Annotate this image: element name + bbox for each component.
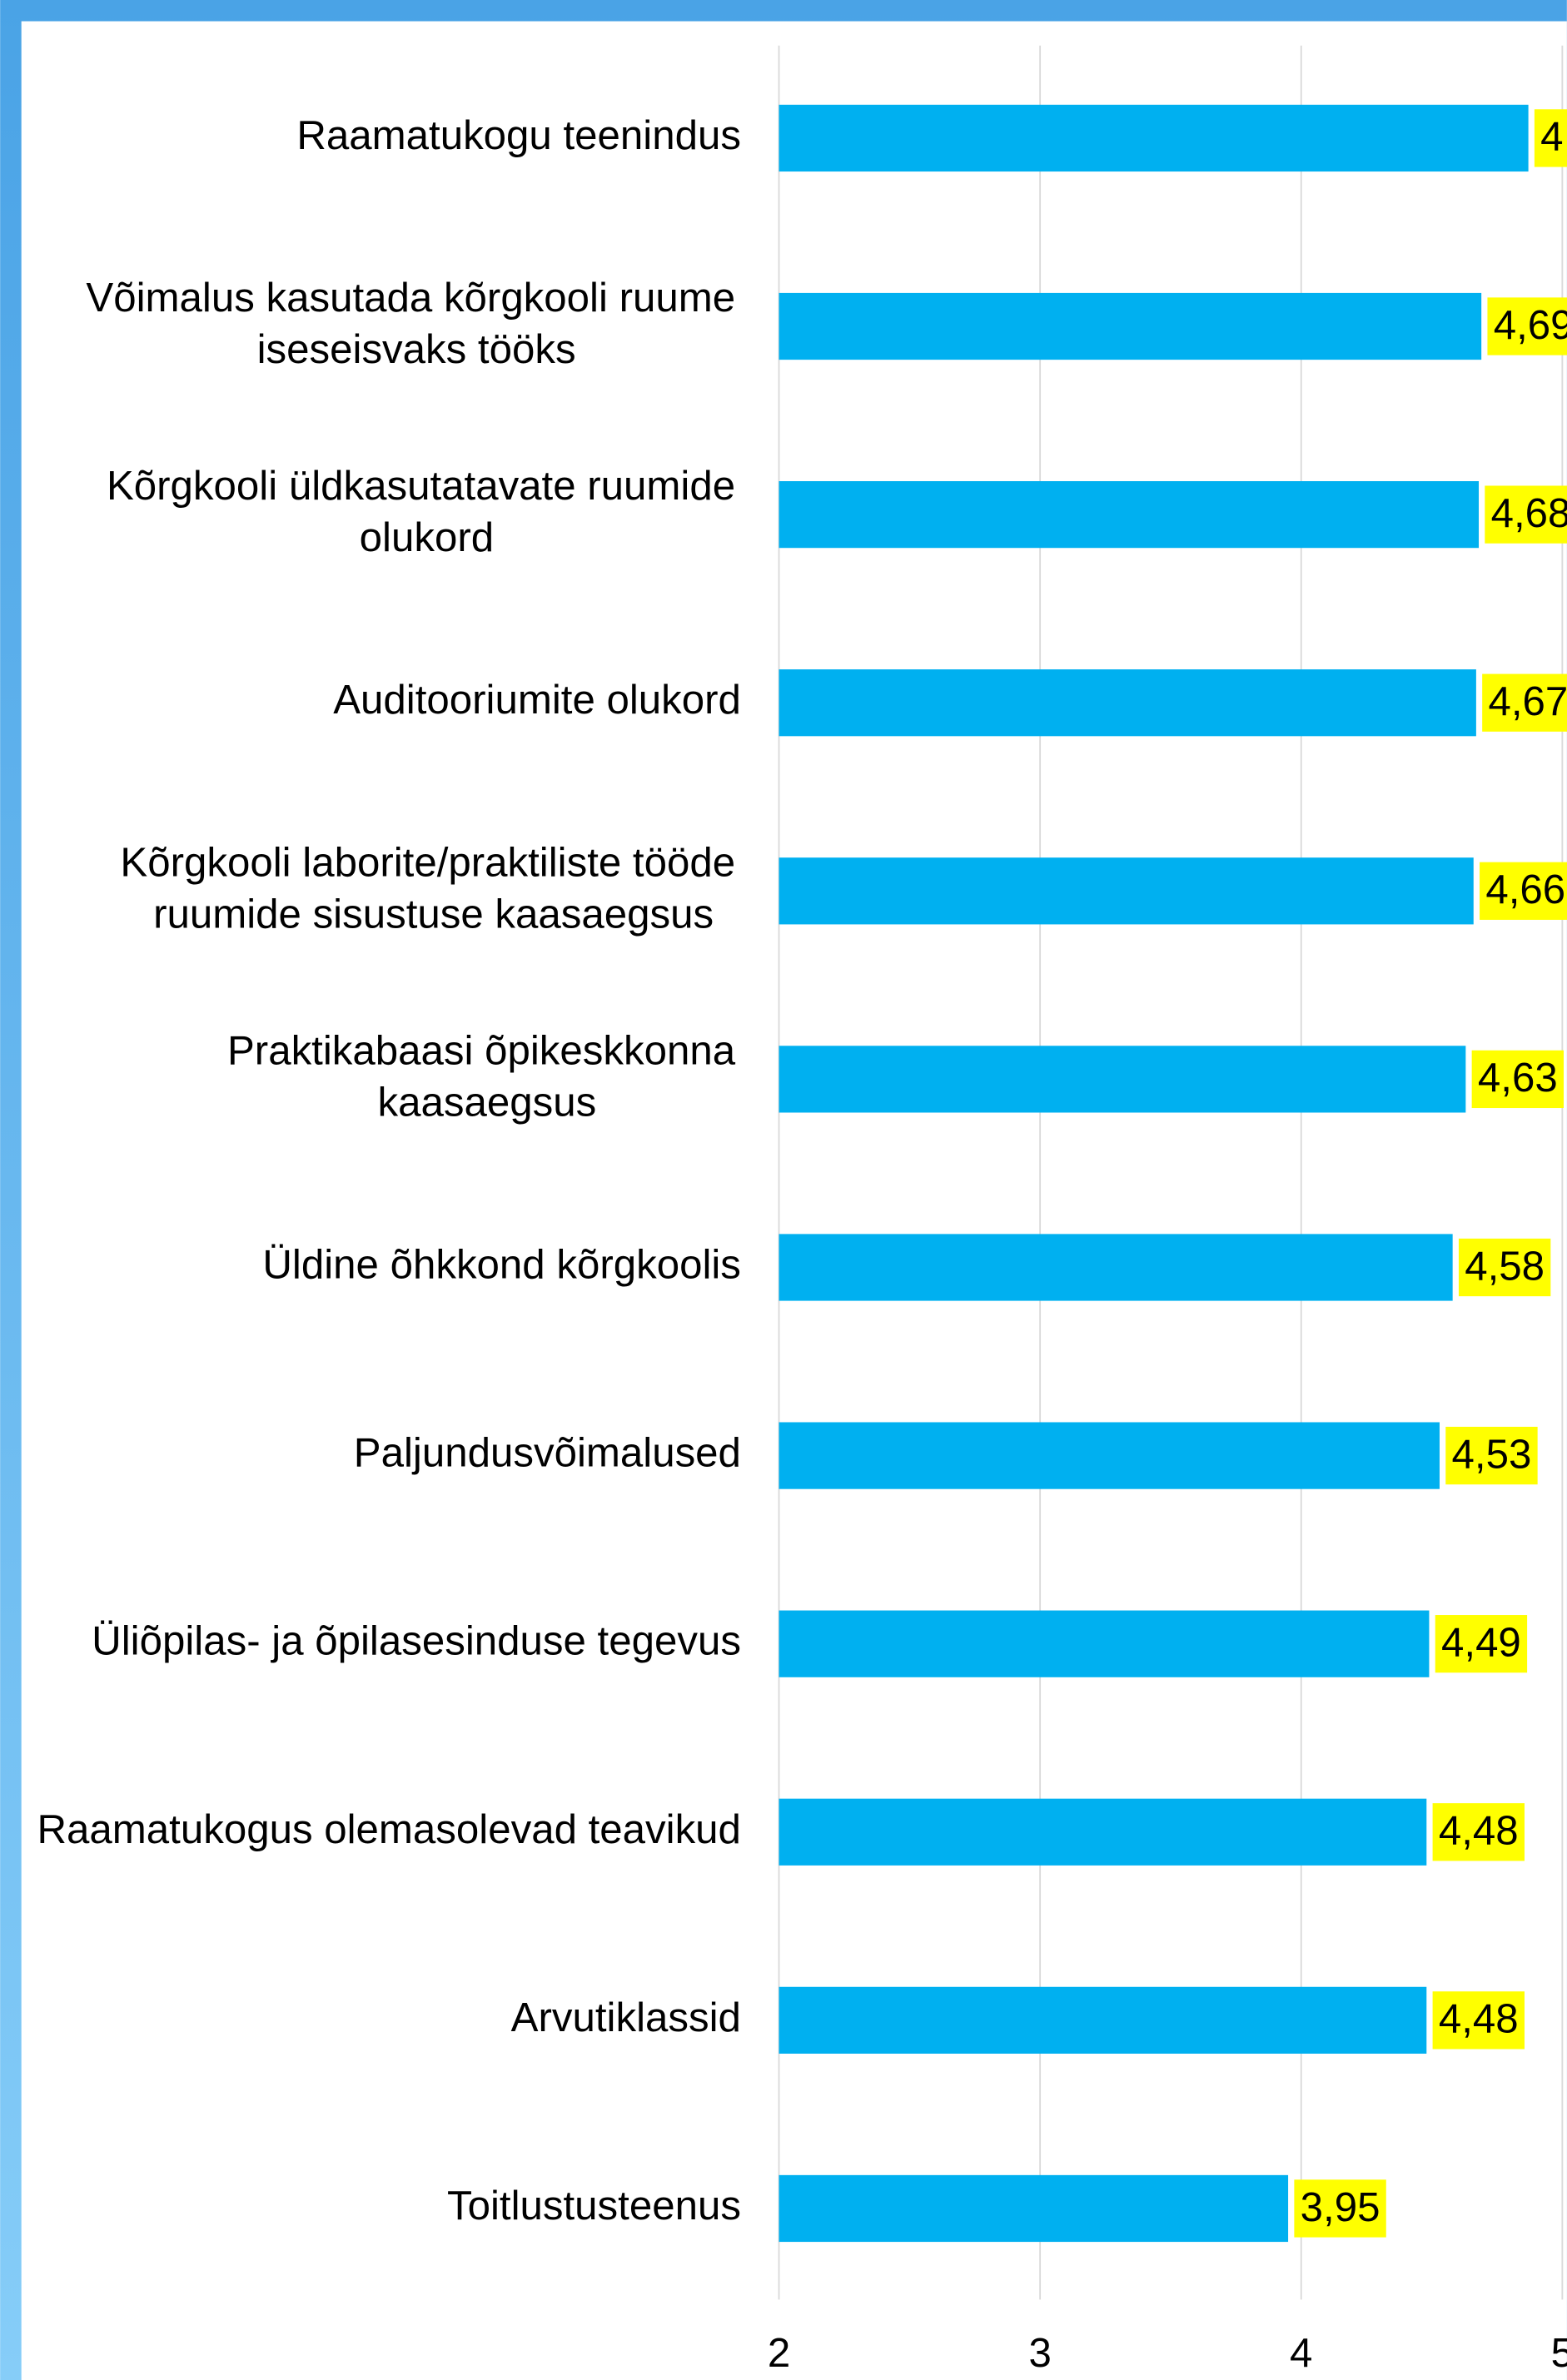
label-line: Praktikabaasi õpikeskkonna: [227, 1027, 747, 1073]
category-label: Võimalus kasutada kõrgkooli ruume isesei…: [86, 275, 746, 372]
data-label-background: [1482, 673, 1567, 732]
data-label-text: 4,49: [1441, 1620, 1521, 1666]
label-line: Kõrgkooli laborite/praktiliste tööde: [120, 839, 746, 885]
x-tick-label: 5: [1551, 2330, 1567, 2376]
category-label: Kõrgkooli üldkasutatavate ruumide olukor…: [107, 463, 747, 560]
label-line: Toitlustusteenus: [447, 2183, 741, 2228]
data-label: 4,53: [1445, 1426, 1538, 1485]
data-label-background: [1445, 1426, 1538, 1485]
bar: [779, 1986, 1427, 2054]
data-label-text: 4,48: [1439, 1996, 1519, 2042]
data-label-text: 4,67: [1488, 678, 1567, 724]
x-tick-label: 3: [1028, 2330, 1051, 2376]
bar: [779, 480, 1480, 549]
bar: [779, 1422, 1440, 1489]
category-label: Raamatukogu teenindus: [296, 112, 741, 158]
data-label: 3,95: [1294, 2179, 1386, 2238]
data-label-background: [1534, 109, 1567, 167]
bar: [779, 1234, 1453, 1301]
category-label: Üliõpilas- ja õpilasesinduse tegevus: [92, 1618, 741, 1664]
bar: [779, 1046, 1466, 1113]
data-label-text: 4,66: [1485, 867, 1565, 912]
category-label: Auditooriumite olukord: [333, 677, 741, 723]
category-label: Üldine õhkkond kõrgkoolis: [262, 1241, 741, 1287]
data-label: 4,63: [1471, 1050, 1565, 1109]
data-label-background: [1458, 1238, 1551, 1297]
x-tick-label: 2: [768, 2330, 790, 2376]
label-line: Paljundusvõimalused: [354, 1430, 741, 1476]
data-label: 4,68: [1485, 485, 1567, 544]
data-label-background: [1432, 1803, 1525, 1861]
category-label: Praktikabaasi õpikeskkonna kaasaegsus: [227, 1027, 747, 1125]
label-line: Võimalus kasutada kõrgkooli ruume: [86, 275, 746, 320]
data-label: 4,49: [1435, 1615, 1528, 1673]
label-line: iseseisvaks tööks: [257, 326, 576, 372]
data-label-text: 4,63: [1478, 1055, 1558, 1101]
data-label-text: 4,48: [1439, 1808, 1519, 1854]
bar: [779, 857, 1474, 925]
label-line: Auditooriumite olukord: [333, 677, 741, 723]
label-line: Kõrgkooli üldkasutatavate ruumide: [107, 463, 747, 509]
data-label-text: 3,95: [1301, 2184, 1380, 2230]
label-line: Üliõpilas- ja õpilasesinduse tegevus: [92, 1618, 741, 1664]
bar: [779, 292, 1482, 360]
data-label: 4,48: [1432, 1991, 1525, 2050]
label-line: Raamatukogus olemasolevad teavikud: [37, 1806, 741, 1852]
x-tick-label: 4: [1290, 2330, 1312, 2376]
label-line: Arvutiklassid: [511, 1995, 741, 2040]
category-label: Arvutiklassid: [511, 1995, 741, 2040]
category-label: Kõrgkooli laborite/praktiliste tööde ruu…: [120, 839, 746, 937]
data-label-background: [1480, 862, 1567, 920]
data-label-text: 4,53: [1452, 1431, 1532, 1477]
data-label: 4,66: [1480, 862, 1567, 920]
label-line: ruumide sisustuse kaasaegsus: [153, 891, 714, 937]
label-line: kaasaegsus: [378, 1079, 597, 1125]
category-label: Paljundusvõimalused: [354, 1430, 741, 1476]
data-label-background: [1294, 2179, 1386, 2238]
data-label-background: [1487, 297, 1567, 355]
data-label: 4,67: [1482, 673, 1567, 732]
data-label: 4,69: [1487, 297, 1567, 355]
label-line: Üldine õhkkond kõrgkoolis: [262, 1241, 741, 1287]
bar: [779, 2174, 1289, 2243]
data-label: 4,48: [1432, 1803, 1525, 1861]
bar: [779, 669, 1476, 737]
bar: [779, 1610, 1430, 1677]
label-line: Raamatukogu teenindus: [296, 112, 741, 158]
data-label-text: 4,8: [1540, 114, 1567, 160]
category-label: Toitlustusteenus: [447, 2183, 741, 2228]
label-line: olukord: [360, 514, 494, 560]
data-label-text: 4,69: [1494, 302, 1567, 348]
data-label-text: 4,58: [1465, 1243, 1545, 1289]
data-label: 4,58: [1458, 1238, 1551, 1297]
bar: [779, 104, 1529, 172]
data-label-background: [1485, 485, 1567, 544]
data-label: 4,8: [1534, 109, 1567, 167]
data-label-background: [1471, 1050, 1565, 1109]
data-label-text: 4,68: [1491, 490, 1567, 536]
category-label: Raamatukogus olemasolevad teavikud: [37, 1806, 741, 1852]
bar: [779, 1798, 1427, 1866]
data-label-background: [1432, 1991, 1525, 2050]
data-label-background: [1435, 1615, 1528, 1673]
